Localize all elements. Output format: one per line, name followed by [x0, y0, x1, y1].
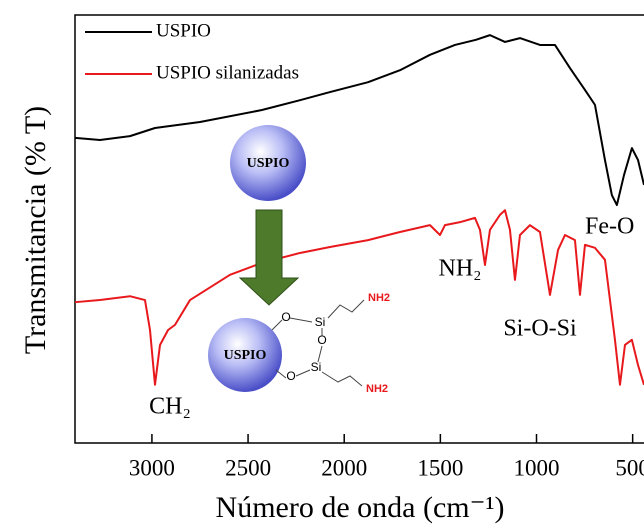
particle-label: USPIO: [224, 348, 267, 363]
inset-diagram: USPIO USPIO O Si O Si O NH2 NH2: [208, 125, 390, 395]
particle: [208, 318, 282, 392]
plot-frame: [74, 14, 644, 444]
atom-label: O: [286, 369, 295, 383]
x-tick-label: 1500: [417, 455, 463, 480]
legend-label: USPIO: [156, 20, 211, 41]
atom-label: O: [317, 333, 326, 347]
series-line: [74, 34, 644, 207]
atom-label: Si: [311, 360, 322, 374]
atom-label: NH2: [368, 292, 390, 304]
bonds: [271, 299, 365, 387]
particle: [230, 125, 306, 201]
annotation: Si-O-Si: [503, 316, 577, 342]
annotation: CH₂: [149, 394, 191, 420]
x-axis-title: Número de onda (cm⁻¹): [216, 491, 505, 524]
y-axis-title: Transmitancia (% T): [19, 106, 52, 354]
particle-label: USPIO: [247, 156, 290, 171]
x-tick-label: 3000: [129, 455, 175, 480]
atom-label: NH2: [366, 383, 388, 395]
legend-label: USPIO silanizadas: [156, 62, 299, 83]
annotation: Fe-O: [585, 214, 634, 240]
x-tick-label: 500: [615, 455, 644, 480]
x-tick-label: 2500: [225, 455, 271, 480]
atom-label: Si: [315, 315, 326, 329]
plot-area: 3000 2500 2000 1500 1000 500 USPIO USPIO silani…: [74, 14, 644, 480]
x-tick-label: 1000: [514, 455, 560, 480]
x-tick-label: 2000: [321, 455, 367, 480]
arrow: [238, 209, 300, 306]
atom-label: O: [281, 310, 290, 324]
series-line: [74, 209, 644, 386]
annotation: NH₂: [438, 256, 481, 282]
